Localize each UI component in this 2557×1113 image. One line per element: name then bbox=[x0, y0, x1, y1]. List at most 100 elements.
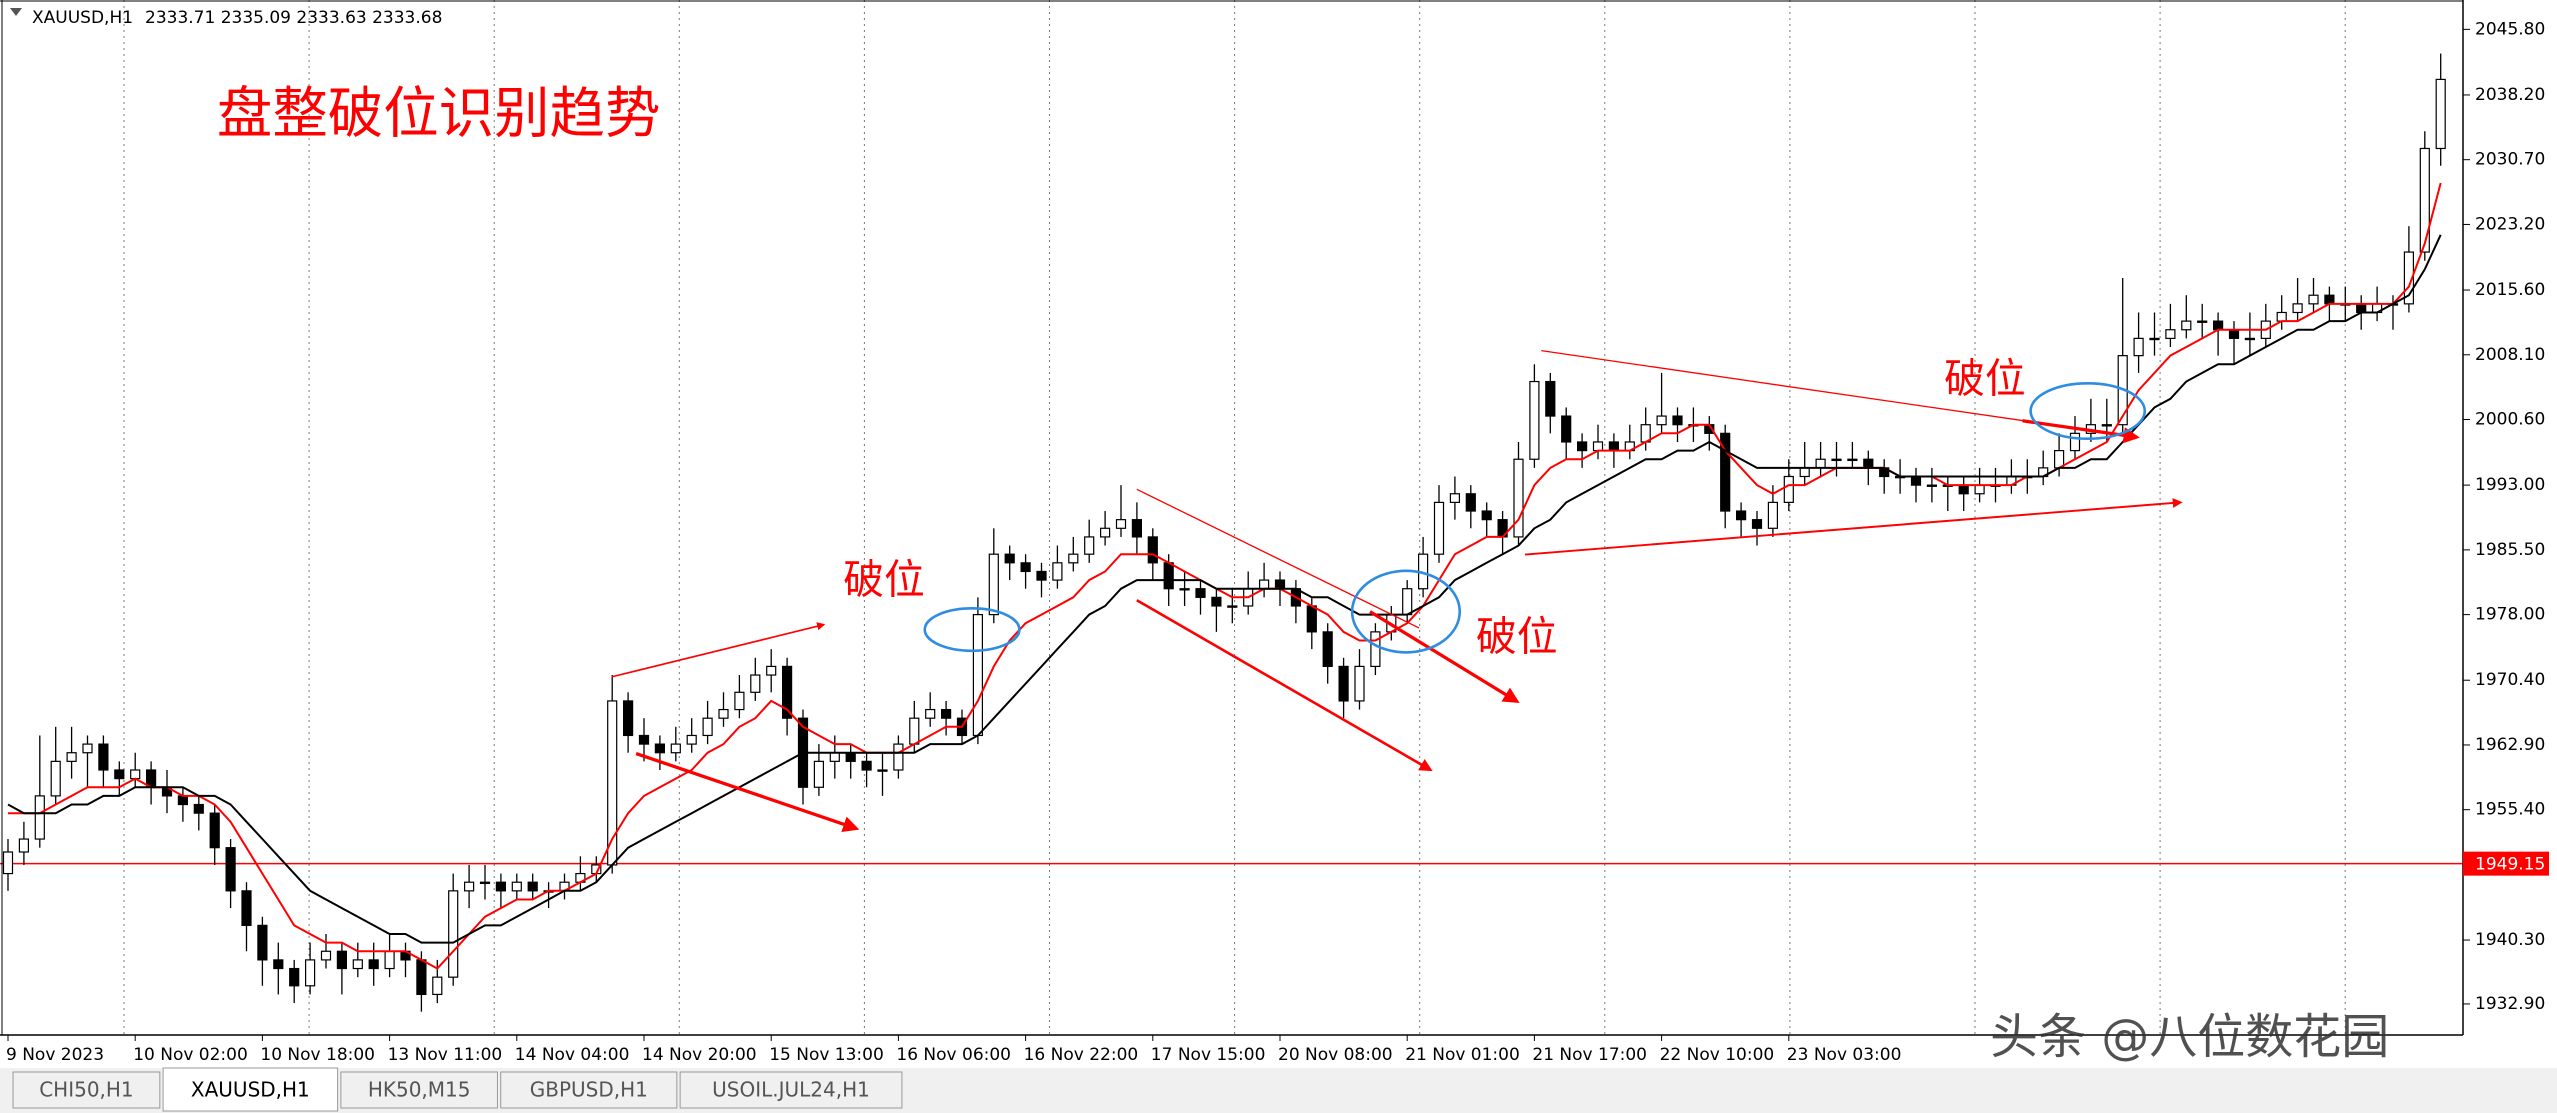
candle-body bbox=[925, 708, 936, 719]
candle-body bbox=[622, 700, 634, 737]
candle-body bbox=[1847, 458, 1858, 462]
candle-body bbox=[1926, 484, 1938, 487]
candle-body bbox=[225, 847, 236, 892]
candle-body bbox=[2419, 147, 2430, 253]
tab-label[interactable]: USOIL.JUL24,H1 bbox=[712, 1078, 870, 1102]
y-tick-label: 1932.90 bbox=[2475, 994, 2545, 1014]
breakout-circle bbox=[1350, 569, 1462, 654]
candle-body bbox=[495, 881, 506, 892]
candle-body bbox=[2244, 337, 2255, 341]
candle-body bbox=[1672, 415, 1683, 426]
y-tick-label: 1970.40 bbox=[2475, 670, 2545, 690]
candle-body bbox=[2435, 78, 2446, 150]
candle-body bbox=[2181, 320, 2192, 331]
annotation-label: 破位 bbox=[843, 555, 925, 603]
y-tick-label: 2023.20 bbox=[2475, 214, 2545, 234]
y-tick-label: 2008.10 bbox=[2475, 345, 2545, 365]
candle-body bbox=[320, 950, 332, 961]
tab-label[interactable]: GBPUSD,H1 bbox=[530, 1078, 648, 1102]
candle-body bbox=[130, 769, 141, 780]
collapse-icon[interactable] bbox=[10, 8, 22, 16]
candle-body bbox=[1227, 605, 1238, 608]
symbol-title: XAUUSD,H1 bbox=[32, 8, 133, 28]
candle-body bbox=[1831, 458, 1842, 462]
candle-body bbox=[1545, 380, 1556, 417]
candle-body bbox=[98, 743, 109, 771]
y-tick-label: 1962.90 bbox=[2475, 735, 2545, 755]
candle-body bbox=[66, 752, 77, 762]
candle-body bbox=[1274, 579, 1286, 590]
x-tick-label: 21 Nov 01:00 bbox=[1405, 1045, 1520, 1065]
candle-body bbox=[2197, 320, 2208, 323]
candle-body bbox=[2133, 337, 2144, 357]
price-line-label: 1949.15 bbox=[2475, 855, 2545, 875]
candle-body bbox=[877, 769, 888, 772]
tab[interactable] bbox=[12, 1071, 161, 1109]
candle-body bbox=[177, 795, 188, 806]
candle-body bbox=[638, 734, 650, 745]
candle-body bbox=[2356, 303, 2367, 314]
y-tick-label: 2000.60 bbox=[2475, 410, 2545, 430]
y-tick-label: 1985.50 bbox=[2475, 540, 2545, 560]
candle-body bbox=[416, 959, 427, 996]
candle-body bbox=[1767, 501, 1779, 529]
trend-arrow bbox=[1136, 599, 1433, 772]
price-line-label-bg bbox=[2463, 851, 2549, 876]
candle-body bbox=[1974, 484, 1985, 495]
candle-body bbox=[18, 838, 29, 853]
candle-body bbox=[1052, 562, 1063, 581]
candle-body bbox=[1306, 605, 1317, 633]
candle-body bbox=[352, 959, 363, 970]
candle-body bbox=[829, 752, 840, 762]
candle-body bbox=[909, 717, 920, 745]
annotation-label: 破位 bbox=[1944, 355, 2026, 403]
candle-body bbox=[1179, 588, 1190, 591]
candle-body bbox=[1529, 380, 1540, 460]
tab-label[interactable]: HK50,M15 bbox=[368, 1078, 471, 1102]
x-tick-label: 15 Nov 13:00 bbox=[769, 1045, 884, 1065]
tab-label[interactable]: XAUUSD,H1 bbox=[191, 1078, 310, 1102]
tab[interactable] bbox=[500, 1071, 678, 1109]
candle-body bbox=[464, 881, 475, 892]
watermark: 头条 @八位数花园 bbox=[1990, 1009, 2389, 1065]
candle-body bbox=[861, 760, 872, 771]
candle-body bbox=[273, 959, 284, 970]
candle-body bbox=[2101, 424, 2112, 427]
breakout-circle bbox=[2029, 381, 2147, 441]
candle-body bbox=[1656, 415, 1667, 426]
candle-body bbox=[368, 959, 379, 970]
candle-body bbox=[527, 881, 538, 892]
candle-body bbox=[988, 553, 999, 616]
candle-body bbox=[1338, 665, 1349, 702]
candle-body bbox=[1735, 510, 1747, 521]
candle-body bbox=[1751, 519, 1763, 529]
x-tick-label: 10 Nov 02:00 bbox=[133, 1045, 248, 1065]
candle-body bbox=[845, 752, 856, 762]
candle-body bbox=[1449, 493, 1461, 503]
candle-body bbox=[750, 674, 761, 693]
tab[interactable] bbox=[162, 1067, 339, 1112]
y-tick-label: 1955.40 bbox=[2475, 800, 2545, 820]
trend-line bbox=[1136, 488, 1420, 629]
x-tick-label: 14 Nov 20:00 bbox=[642, 1045, 757, 1065]
candle-body bbox=[1115, 519, 1127, 529]
tab[interactable] bbox=[679, 1071, 903, 1109]
moving-average bbox=[7, 234, 2442, 944]
x-tick-label: 13 Nov 11:00 bbox=[388, 1045, 503, 1065]
candle-body bbox=[50, 760, 61, 797]
x-tick-label: 17 Nov 15:00 bbox=[1151, 1045, 1266, 1065]
annotation-label: 破位 bbox=[1476, 612, 1558, 660]
time-axis-bg bbox=[0, 1035, 2557, 1068]
x-tick-label: 21 Nov 17:00 bbox=[1532, 1045, 1647, 1065]
candle-body bbox=[813, 760, 825, 788]
candle-body bbox=[1402, 588, 1413, 616]
tab-label[interactable]: CHI50,H1 bbox=[39, 1078, 133, 1102]
candle-body bbox=[2276, 311, 2287, 322]
candle-body bbox=[1084, 536, 1095, 555]
x-tick-label: 22 Nov 10:00 bbox=[1660, 1045, 1775, 1065]
candle-body bbox=[114, 769, 125, 780]
tab[interactable] bbox=[340, 1071, 498, 1109]
candle-body bbox=[1004, 553, 1015, 564]
candle-body bbox=[893, 743, 904, 771]
